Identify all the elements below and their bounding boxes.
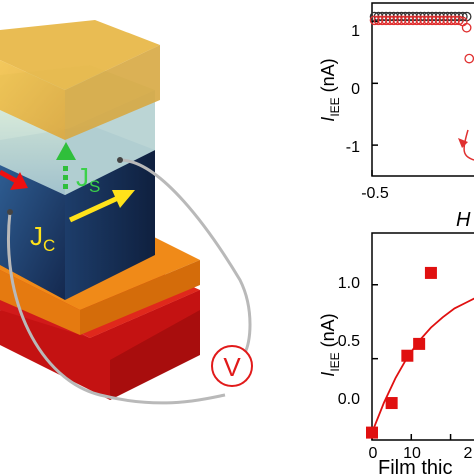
- chart-top-series-2-point: [377, 15, 388, 26]
- chart-top-frame: [371, 2, 474, 177]
- charge-current-label: JC: [30, 221, 55, 255]
- chart-top: 1 0 -1 -0.5 IIEE (nA) H: [318, 2, 474, 231]
- voltmeter: V: [211, 345, 253, 387]
- chart-bottom-xtick-2: 10: [403, 445, 421, 462]
- chart-top-series-2-point: [464, 53, 474, 64]
- chart-top-series-2-point: [442, 15, 453, 26]
- chart-bottom-xtick-3: 2: [464, 445, 473, 462]
- chart-bottom-ylabel: IIEE (nA): [318, 313, 342, 376]
- chart-top-annotation-arrowhead: [458, 138, 468, 148]
- chart-bottom-frame: [371, 232, 474, 441]
- chart-bottom-xlabel: Film thic: [378, 457, 452, 474]
- top-yellow-layer: [0, 20, 160, 140]
- chart-top-series-2-point: [419, 15, 430, 26]
- chart-bottom-series-1-point: [366, 426, 378, 439]
- wire-left: [7, 211, 226, 405]
- chart-top-ylabel: IIEE (nA): [318, 58, 342, 121]
- chart-top-series-2-point: [431, 15, 441, 26]
- chart-top-ytick-3: -1: [346, 139, 360, 156]
- chart-bottom-ytick-2: 0.5: [338, 333, 360, 350]
- chart-top-series-2-point: [369, 15, 380, 26]
- device-schematic: JS JC V: [0, 20, 253, 405]
- chart-top-series-2-point: [408, 15, 418, 26]
- chart-bottom: 1.0 0.5 0.0 0 10 2 IIEE (nA) Film thic: [318, 232, 474, 474]
- chart-top-annotation-arrow: [463, 129, 474, 161]
- chart-top-series-2-point: [388, 15, 399, 26]
- chart-top-xtick-1: -0.5: [361, 185, 389, 202]
- spin-current-label: JS: [76, 162, 100, 196]
- chart-top-series-2-point: [411, 15, 422, 26]
- chart-bottom-series-1-point: [385, 397, 398, 410]
- contact-right: [117, 157, 123, 163]
- spin-current-arrow: [56, 142, 76, 189]
- chart-bottom-series-1-point: [424, 266, 437, 279]
- chart-top-series-2-point: [446, 15, 457, 26]
- charge-current-arrow: [68, 190, 135, 223]
- chart-bottom-ytick-3: 0.0: [338, 391, 360, 408]
- chart-top-ytick-2: 0: [351, 81, 360, 98]
- chart-bottom-fit-line: [371, 297, 474, 433]
- wire-right: [119, 158, 252, 353]
- chart-top-series-2-point: [400, 15, 411, 26]
- contact-left: [7, 209, 13, 215]
- chart-top-series-2-point: [385, 15, 395, 26]
- chart-bottom-series-1-point: [401, 349, 414, 362]
- chart-top-series-2-point: [373, 15, 384, 26]
- chart-top-series-2-point: [434, 15, 445, 26]
- chart-bottom-xtick-1: 0: [369, 445, 378, 462]
- chart-top-series-2-point: [415, 15, 426, 26]
- spin-injection-arrow: [0, 169, 28, 190]
- chart-top-series-2-point: [381, 15, 391, 26]
- chart-top-series-2-point: [392, 15, 403, 26]
- chart-top-series-2-point: [427, 15, 437, 26]
- voltmeter-label: V: [223, 352, 241, 382]
- chart-top-h-label: H: [456, 209, 471, 231]
- chart-bottom-series-1-point: [413, 337, 426, 350]
- chart-top-series-2-point: [438, 15, 449, 26]
- chart-top-series-2-point: [423, 15, 434, 26]
- chart-top-ytick-1: 1: [351, 23, 360, 40]
- chart-bottom-ytick-1: 1.0: [338, 275, 360, 292]
- chart-top-series-2-point: [404, 15, 414, 26]
- chart-top-series-2-point: [461, 22, 472, 33]
- chart-top-series-2-point: [396, 15, 407, 26]
